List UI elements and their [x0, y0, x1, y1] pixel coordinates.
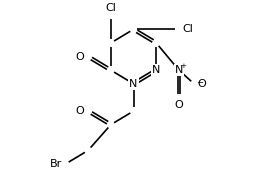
Text: O: O — [76, 106, 84, 116]
Text: +: + — [181, 63, 186, 69]
Text: Cl: Cl — [182, 24, 193, 34]
Text: N: N — [152, 65, 161, 75]
Text: O: O — [76, 52, 84, 62]
Text: Br: Br — [50, 159, 62, 169]
Text: N: N — [129, 79, 138, 89]
Text: −: − — [197, 78, 204, 87]
Text: N: N — [175, 65, 183, 75]
Text: Cl: Cl — [105, 3, 116, 13]
Text: O: O — [175, 100, 183, 110]
Text: O: O — [197, 79, 206, 89]
